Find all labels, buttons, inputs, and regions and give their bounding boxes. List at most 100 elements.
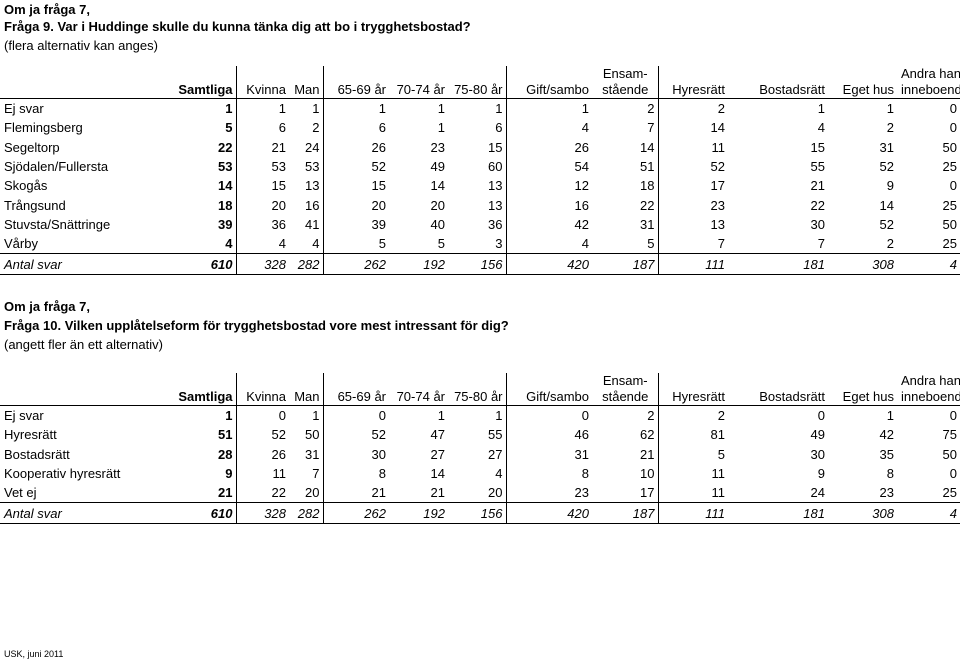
table-cell: 46 (574, 427, 589, 443)
table-cell: 50 (289, 425, 324, 445)
table-cell: 30 (371, 446, 386, 462)
table-cell: 55 (448, 425, 507, 445)
table-cell: 53 (131, 156, 237, 177)
row-label: Segeltorp (4, 139, 60, 155)
table-cell: 28 (131, 444, 237, 464)
row-label: Antal svar (0, 502, 131, 524)
table-cell: 1 (131, 405, 237, 426)
table-cell: 328 (236, 253, 289, 275)
header-andra-hand: Andra hand/inneboende (897, 373, 960, 406)
table-cell: 610 (131, 253, 237, 275)
table-cell: 35 (879, 446, 894, 462)
table-cell: 21 (131, 483, 237, 503)
table-cell: 4 (817, 120, 825, 136)
table-cell: 1 (378, 101, 386, 117)
table-cell: 21 (592, 444, 659, 464)
table-row: Bostadsrätt 28 26 31 30 27 27 31 21 5 30 35 50 (0, 444, 960, 464)
table-cell: 51 (131, 425, 237, 445)
header-eget-hus: Eget hus (828, 373, 897, 406)
header-empty (0, 373, 131, 406)
table-cell: 4 (289, 234, 324, 254)
table-cell: 2 (886, 120, 894, 136)
table-cell: 52 (271, 427, 286, 443)
table-cell: 39 (131, 214, 237, 235)
table-cell: 39 (371, 216, 386, 232)
table-cell: 7 (592, 118, 659, 138)
header-gift-sambo: Gift/sambo (506, 373, 592, 406)
table-cell: 22 (810, 197, 825, 213)
table-cell: 192 (389, 253, 448, 275)
section1-title-line2: Fråga 9. Var i Huddinge skulle du kunna … (4, 19, 471, 34)
table-cell: 5 (378, 236, 386, 252)
table-cell: 1 (437, 120, 445, 136)
table-cell: 36 (271, 216, 286, 232)
table-cell: 111 (658, 502, 728, 524)
table-cell: 26 (574, 139, 589, 155)
row-label: Stuvsta/Snättringe (4, 216, 111, 232)
table-cell: 156 (448, 253, 507, 275)
table-cell: 1 (448, 98, 507, 119)
table-cell: 20 (271, 197, 286, 213)
table-cell: 18 (592, 176, 659, 196)
table-cell: 15 (371, 178, 386, 194)
table-cell: 54 (574, 159, 589, 175)
table-cell: 0 (949, 408, 957, 424)
table-cell: 0 (278, 408, 286, 424)
table-cell: 52 (710, 159, 725, 175)
table-cell: 420 (506, 502, 592, 524)
table-cell: 14 (710, 120, 725, 136)
table-cell: 17 (710, 178, 725, 194)
table-header: Samtliga Kvinna Man 65-69 år 70-74 år 75… (0, 373, 960, 406)
table-cell: 9 (817, 466, 825, 482)
table-cell: 610 (131, 502, 237, 524)
header-hyresratt: Hyresrätt (658, 66, 728, 99)
table-cell: 47 (430, 427, 445, 443)
header-age-70-74: 70-74 år (389, 66, 448, 99)
table-cell: 55 (810, 159, 825, 175)
table-cell: 27 (430, 446, 445, 462)
table-cell: 181 (728, 253, 828, 275)
table-cell: 50 (942, 446, 957, 462)
table-row: Stuvsta/Snättringe 39 36 41 39 40 36 42 31 13 30 52… (0, 214, 960, 235)
table-fraga-9: Samtliga Kvinna Man 65-69 år 70-74 år 75… (0, 66, 960, 275)
table-cell: 31 (592, 214, 659, 235)
table-cell: 23 (430, 139, 445, 155)
table-cell: 51 (592, 156, 659, 177)
table-cell: 5 (717, 446, 725, 462)
table-cell: 16 (574, 197, 589, 213)
table-cell: 4 (897, 502, 960, 524)
table-cell: 1 (448, 405, 507, 426)
table-cell: 14 (592, 137, 659, 157)
table-cell: 50 (942, 216, 957, 232)
table-cell: 6 (378, 120, 386, 136)
table-row: Ej svar 1 1 1 1 1 1 1 2 2 1 1 0 (0, 98, 960, 119)
table-cell: 156 (448, 502, 507, 524)
table-row: Ej svar 1 0 1 0 1 1 0 2 2 0 1 0 (0, 405, 960, 426)
table-cell: 1 (437, 408, 445, 424)
header-samtliga: Samtliga (131, 373, 237, 406)
table-cell: 8 (378, 466, 386, 482)
table-cell: 27 (448, 444, 507, 464)
table-cell: 52 (371, 427, 386, 443)
table-cell: 62 (592, 425, 659, 445)
table-cell: 5 (437, 236, 445, 252)
table-cell: 30 (810, 216, 825, 232)
table-cell: 21 (430, 485, 445, 501)
table-cell: 23 (710, 197, 725, 213)
table-cell: 52 (371, 159, 386, 175)
table-cell: 10 (592, 463, 659, 484)
table-cell: 13 (448, 176, 507, 196)
table-cell: 1 (131, 98, 237, 119)
table-cell: 2 (717, 101, 725, 117)
table-cell: 25 (942, 197, 957, 213)
header-kvinna: Kvinna (236, 66, 289, 99)
header-age-70-74: 70-74 år (389, 373, 448, 406)
table-row: Sjödalen/Fullersta 53 53 53 52 49 60 54 51 52 55 52… (0, 156, 960, 177)
table-cell: 26 (371, 139, 386, 155)
table-cell: 2 (592, 98, 659, 119)
table-cell: 2 (886, 236, 894, 252)
header-age-65-69: 65-69 år (323, 373, 389, 406)
table-cell: 15 (810, 139, 825, 155)
table-cell: 23 (879, 485, 894, 501)
table-cell: 328 (236, 502, 289, 524)
